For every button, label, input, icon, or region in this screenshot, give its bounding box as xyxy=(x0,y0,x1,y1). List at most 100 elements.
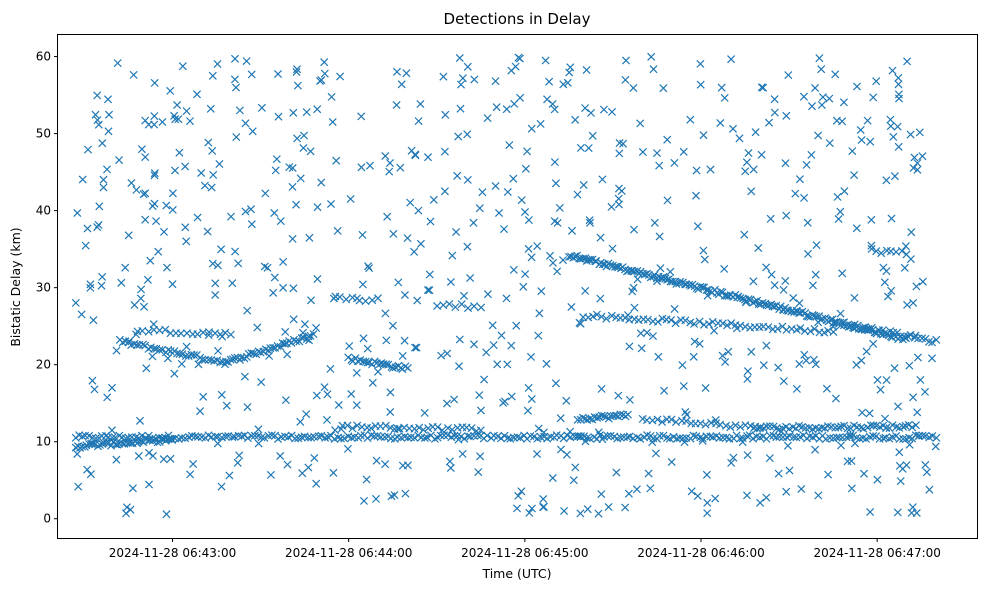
data-point xyxy=(507,66,516,75)
data-point xyxy=(162,263,172,272)
data-point xyxy=(246,205,256,214)
data-point xyxy=(457,300,466,309)
data-point xyxy=(235,451,244,460)
data-point xyxy=(382,336,391,345)
data-point xyxy=(668,277,677,286)
data-point xyxy=(132,330,141,339)
data-point xyxy=(134,437,143,446)
data-point xyxy=(910,153,919,162)
data-point xyxy=(158,345,167,354)
data-point xyxy=(503,360,512,369)
data-point xyxy=(607,107,617,116)
data-point xyxy=(393,424,402,433)
data-point xyxy=(655,161,664,170)
data-point xyxy=(343,421,352,430)
data-point xyxy=(545,251,555,260)
data-point xyxy=(625,342,634,351)
data-point xyxy=(876,385,885,394)
data-points xyxy=(71,52,941,519)
data-point xyxy=(836,441,846,450)
data-point xyxy=(463,304,473,313)
data-point xyxy=(812,312,821,321)
data-point xyxy=(269,288,278,297)
data-point xyxy=(83,145,93,154)
data-point xyxy=(398,351,407,360)
data-point xyxy=(141,153,150,162)
data-point xyxy=(646,484,655,493)
data-point xyxy=(94,120,103,129)
data-point xyxy=(658,417,667,427)
data-point xyxy=(186,470,195,479)
data-point xyxy=(304,463,313,472)
data-point xyxy=(175,148,184,157)
data-point xyxy=(681,407,690,417)
data-point xyxy=(909,298,918,307)
data-point xyxy=(440,431,449,440)
data-point xyxy=(327,92,336,101)
data-point xyxy=(207,183,216,192)
data-point xyxy=(724,347,733,356)
data-point xyxy=(525,508,534,517)
data-point xyxy=(726,423,735,432)
data-point xyxy=(182,237,191,246)
data-point xyxy=(455,335,464,344)
data-point xyxy=(894,73,903,82)
data-point xyxy=(792,306,801,315)
data-point xyxy=(895,434,904,444)
data-point xyxy=(144,448,154,457)
data-point xyxy=(833,192,842,201)
data-point xyxy=(469,218,478,227)
data-point xyxy=(534,424,543,433)
data-point xyxy=(476,426,485,435)
data-point xyxy=(312,391,321,400)
data-point xyxy=(193,330,202,339)
data-point xyxy=(406,198,415,207)
data-point xyxy=(687,487,696,496)
data-point xyxy=(454,132,463,141)
data-point xyxy=(742,491,752,500)
data-point xyxy=(310,453,319,463)
data-point xyxy=(397,80,406,89)
data-point xyxy=(90,385,99,394)
data-point xyxy=(125,337,134,346)
data-point xyxy=(598,175,607,184)
data-point xyxy=(386,388,395,397)
data-point xyxy=(521,270,530,279)
data-point xyxy=(135,416,145,425)
data-point xyxy=(163,354,172,363)
data-point xyxy=(597,490,606,499)
data-point xyxy=(703,509,712,518)
data-point xyxy=(263,263,272,272)
data-point xyxy=(717,83,726,92)
data-point xyxy=(532,449,542,459)
data-point xyxy=(896,477,905,486)
data-point xyxy=(336,434,345,443)
data-point xyxy=(867,244,876,253)
data-point xyxy=(365,161,375,170)
data-point xyxy=(443,424,453,433)
data-point xyxy=(358,230,367,239)
data-point xyxy=(144,480,154,489)
data-point xyxy=(696,80,705,89)
data-point xyxy=(247,220,256,229)
data-point xyxy=(742,158,751,167)
data-point xyxy=(720,93,729,102)
data-point xyxy=(539,494,548,504)
data-point xyxy=(527,504,536,513)
data-point xyxy=(439,72,448,81)
data-point xyxy=(736,434,745,443)
data-point xyxy=(524,216,533,225)
data-point xyxy=(814,131,823,140)
data-point xyxy=(320,69,329,78)
data-point xyxy=(381,460,390,469)
data-point xyxy=(265,351,274,360)
data-point xyxy=(368,296,377,305)
data-point xyxy=(873,375,882,384)
data-point xyxy=(858,408,867,417)
data-point xyxy=(660,386,669,395)
data-point xyxy=(667,415,676,424)
data-point xyxy=(288,234,297,243)
data-point xyxy=(520,207,530,217)
data-point xyxy=(836,207,845,216)
data-point xyxy=(243,434,252,443)
